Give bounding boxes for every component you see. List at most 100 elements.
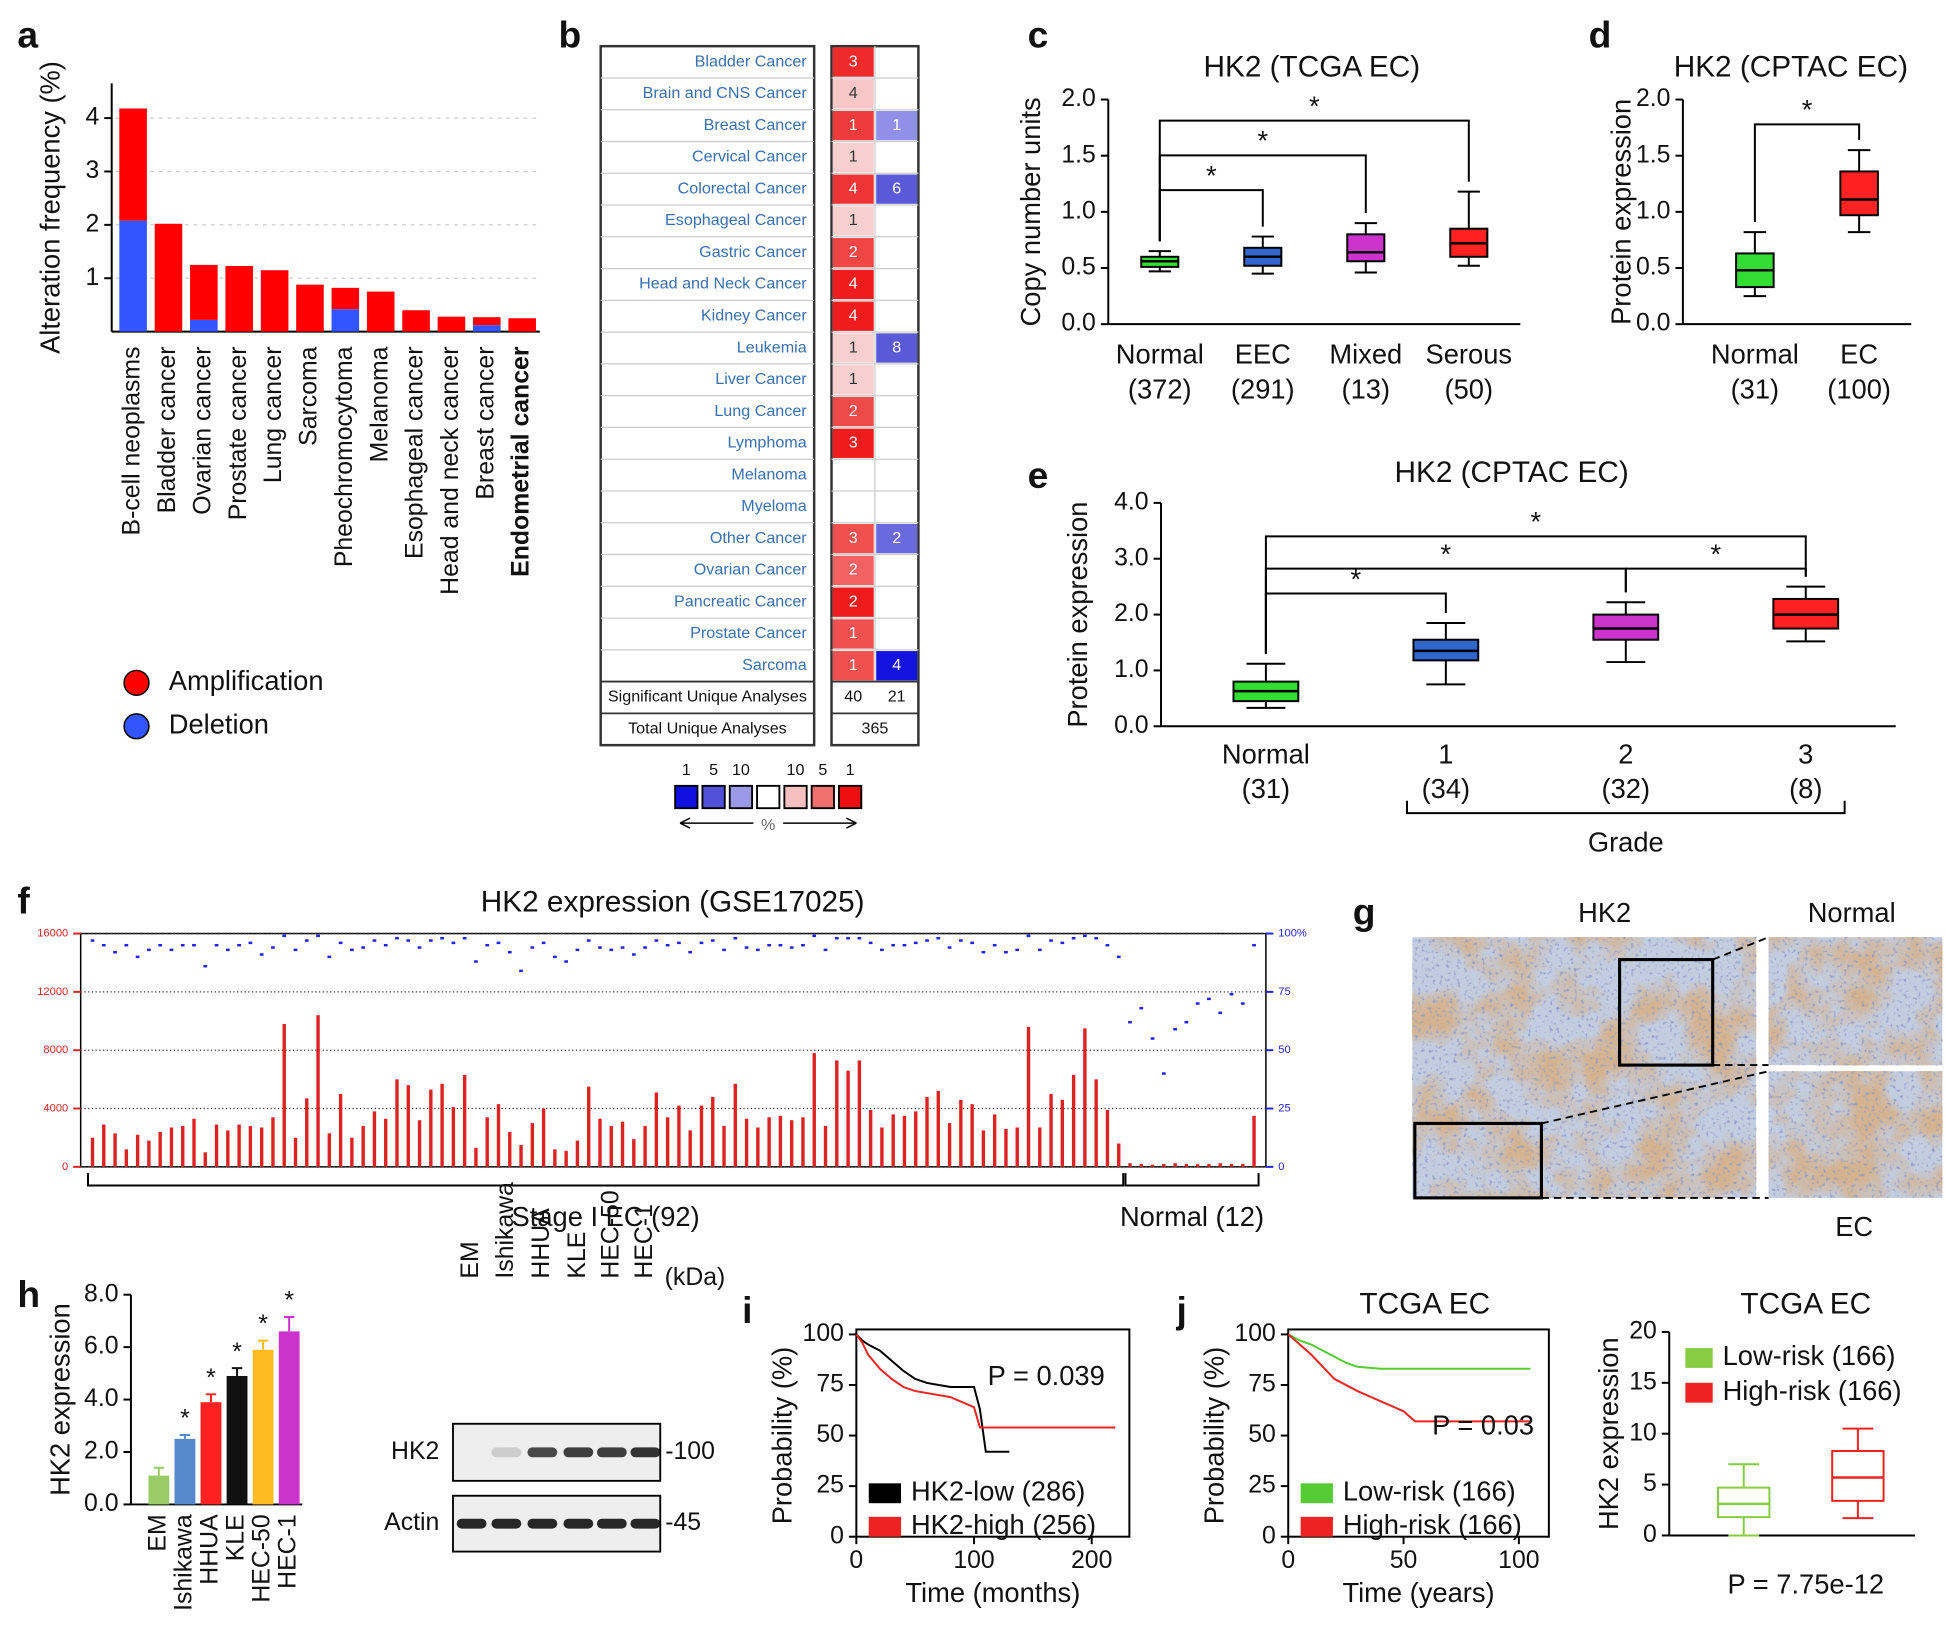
percentile-point [1037, 948, 1042, 952]
plot-frame [855, 1328, 1131, 1538]
bar [541, 1108, 546, 1167]
cell-value: 4 [849, 306, 858, 324]
heat-cell [832, 47, 874, 77]
bar [981, 1130, 986, 1167]
bar [1094, 1079, 1098, 1167]
bar [891, 1114, 895, 1167]
bar [643, 1126, 647, 1167]
y-tick-label: 0.0 [1636, 310, 1671, 337]
y-tick-label: 75 [1248, 1371, 1276, 1398]
lane-label: HEC-1 [631, 1204, 658, 1278]
bar [1128, 1163, 1132, 1167]
y-tick-label: 8.0 [84, 1280, 119, 1307]
cell-value: 1 [849, 148, 858, 166]
heat-cell [876, 651, 918, 681]
percentile-point [767, 943, 771, 947]
percentile-point [891, 943, 896, 947]
cell-value: 3 [849, 529, 858, 547]
cell-value: 2 [849, 402, 858, 420]
sample-size: (31) [1731, 373, 1780, 404]
heat-cell [832, 428, 874, 458]
percentile-point [778, 943, 783, 947]
percentile-point [485, 943, 490, 947]
bar [429, 1089, 433, 1167]
cell-value: 4 [849, 275, 858, 293]
bar-segment [119, 220, 147, 332]
bar [677, 1105, 681, 1167]
y-axis-label: Protein expression [1606, 99, 1637, 325]
chart-title: HK2 (TCGA EC) [1203, 50, 1420, 83]
bar [947, 1123, 952, 1167]
sample-size: (50) [1445, 373, 1494, 404]
bar [699, 1105, 704, 1167]
group-bracket [87, 1173, 1125, 1187]
x-tick-label: HHUA [197, 1514, 224, 1585]
bar [1004, 1128, 1008, 1167]
y-tick-label: 5 [1643, 1470, 1657, 1497]
y-axis-label: HK2 expression [1593, 1337, 1624, 1530]
bar [970, 1104, 974, 1167]
percentile-point [677, 941, 681, 945]
heat-cell [832, 301, 874, 331]
y-tick-label: 25 [816, 1472, 844, 1499]
percentile-point [553, 955, 557, 959]
percentile-point [925, 939, 929, 942]
percentile-point [913, 941, 918, 945]
box [1839, 170, 1879, 217]
bar [271, 1117, 275, 1167]
y-tick-label: 4000 [43, 1102, 68, 1114]
percentile-point [755, 948, 760, 952]
percentile-point [90, 939, 95, 942]
percentile-point [1195, 1002, 1200, 1005]
bar [767, 1117, 771, 1167]
percentile-point [947, 946, 952, 949]
x-tick-label: Ovarian cancer [189, 347, 216, 515]
bar [1229, 1163, 1234, 1167]
bar [462, 1074, 467, 1167]
bar [587, 1086, 591, 1167]
legend-marker [123, 713, 150, 740]
bar [395, 1079, 399, 1167]
y-tick-label: 100 [1234, 1320, 1275, 1347]
cell-value: 3 [849, 52, 858, 70]
percentile-point [1094, 936, 1099, 940]
sample-size: (31) [1242, 773, 1291, 804]
x-tick-label: HEC-1 [275, 1514, 302, 1588]
x-axis-label: Time (months) [905, 1577, 1080, 1608]
panel-label: i [742, 1289, 752, 1331]
percentile-point [474, 960, 478, 963]
percentile-point [203, 964, 208, 968]
x-tick-label: Endometrial cancer [508, 346, 535, 577]
y-axis-label: Alteration frequency (%) [34, 61, 65, 354]
bar [417, 1120, 422, 1167]
heat-cell [832, 238, 874, 268]
y-tick-label: 3.0 [1114, 544, 1149, 571]
percentile-point [733, 936, 738, 940]
significance-label: * [1710, 538, 1721, 569]
heat-cell [876, 333, 918, 363]
image-label: HK2 [1578, 897, 1631, 928]
percentile-point [586, 939, 591, 942]
x-tick-label: KLE [223, 1514, 250, 1561]
legend-swatch [1685, 1382, 1713, 1403]
x-axis-label: Time (years) [1342, 1577, 1494, 1608]
bar [440, 1083, 444, 1167]
percentile-point [1128, 1020, 1132, 1024]
bar [835, 1060, 839, 1167]
x-tick-label: 0 [1281, 1547, 1295, 1574]
bar [174, 1438, 196, 1505]
significance-bracket [1624, 567, 1807, 593]
heat-cell [832, 110, 874, 141]
y-tick-label: 25 [1248, 1472, 1276, 1499]
sample-size: (34) [1422, 773, 1471, 804]
chart-title: HK2 (CPTAC EC) [1674, 50, 1908, 83]
bar-segment [437, 316, 466, 332]
bar [338, 1093, 343, 1167]
x-tick-label: 200 [1071, 1547, 1112, 1574]
significance-label: * [1531, 506, 1542, 537]
bar [113, 1133, 117, 1167]
footer-value: 365 [862, 720, 889, 738]
percentile-point [147, 948, 151, 952]
bar [361, 1126, 365, 1167]
